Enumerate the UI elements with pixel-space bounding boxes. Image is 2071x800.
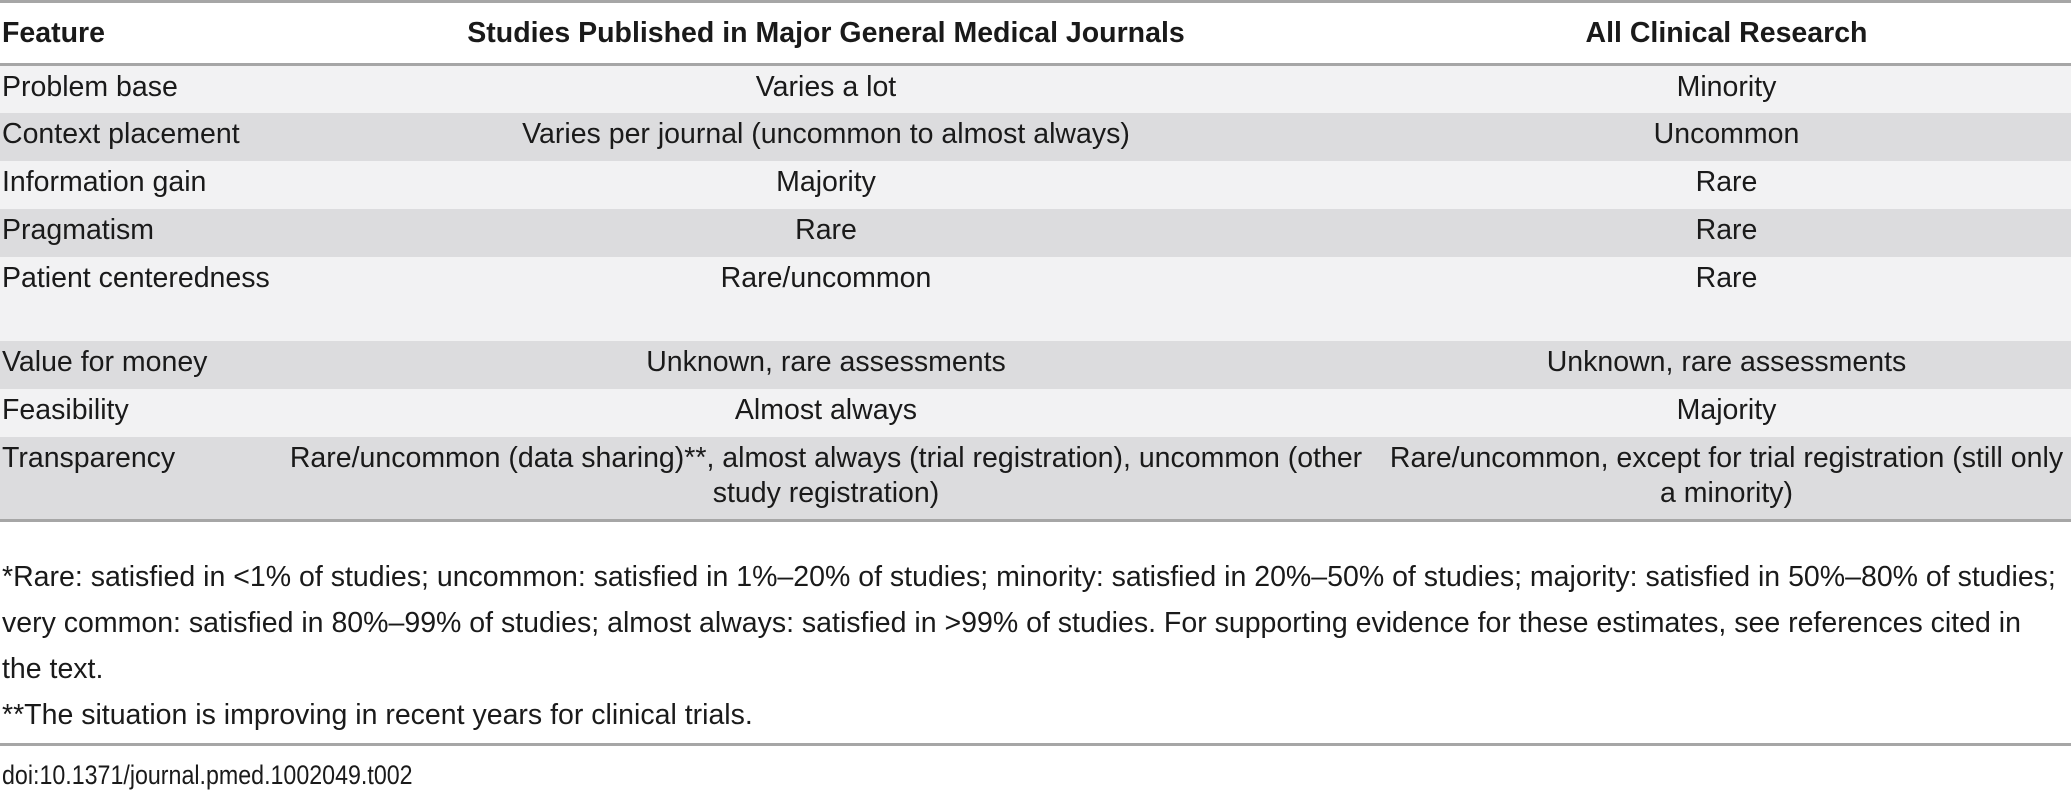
cell-all-clinical-research: Rare [1382,160,2071,209]
cell-major-journals: Rare/uncommon [270,256,1382,341]
cell-feature: Pragmatism [0,208,270,257]
cell-feature: Feasibility [0,388,270,437]
header-all-clinical-research: All Clinical Research [1382,0,2071,66]
cell-all-clinical-research: Rare/uncommon, except for trial registra… [1382,436,2071,522]
cell-feature: Value for money [0,340,270,389]
table-row: Patient centeredness Rare/uncommon Rare [0,256,2071,341]
cell-all-clinical-research: Minority [1382,64,2071,113]
cell-feature: Problem base [0,64,270,113]
cell-all-clinical-research: Majority [1382,388,2071,437]
cell-all-clinical-research: Uncommon [1382,112,2071,161]
table-header-row: Feature Studies Published in Major Gener… [0,0,2071,66]
footnote-clinical-trials: **The situation is improving in recent y… [2,699,753,731]
table-row: Value for money Unknown, rare assessment… [0,340,2071,389]
cell-major-journals: Almost always [270,388,1382,437]
table-row: Context placement Varies per journal (un… [0,112,2071,161]
cell-major-journals: Rare [270,208,1382,257]
cell-feature: Patient centeredness [0,256,270,341]
cell-feature: Context placement [0,112,270,161]
table-row: Transparency Rare/uncommon (data sharing… [0,436,2071,522]
header-major-journals: Studies Published in Major General Medic… [270,0,1382,66]
footnote-rating-definitions: *Rare: satisfied in <1% of studies; unco… [2,561,2056,685]
cell-major-journals: Unknown, rare assessments [270,340,1382,389]
cell-major-journals: Rare/uncommon (data sharing)**, almost a… [270,436,1382,522]
cell-all-clinical-research: Rare [1382,208,2071,257]
doi-divider [0,743,2071,746]
cell-major-journals: Varies per journal (uncommon to almost a… [270,112,1382,161]
cell-feature: Information gain [0,160,270,209]
cell-major-journals: Majority [270,160,1382,209]
cell-feature: Transparency [0,436,270,522]
header-feature: Feature [0,0,270,66]
table-row: Pragmatism Rare Rare [0,208,2071,257]
table-row: Feasibility Almost always Majority [0,388,2071,437]
doi-link[interactable]: doi:10.1371/journal.pmed.1002049.t002 [2,760,413,790]
cell-all-clinical-research: Unknown, rare assessments [1382,340,2071,389]
feature-table: Feature Studies Published in Major Gener… [0,0,2071,522]
cell-all-clinical-research: Rare [1382,256,2071,341]
feature-table-container: Feature Studies Published in Major Gener… [0,0,2071,522]
cell-major-journals: Varies a lot [270,64,1382,113]
table-row: Problem base Varies a lot Minority [0,64,2071,113]
table-footnotes: *Rare: satisfied in <1% of studies; unco… [2,554,2062,738]
table-row: Information gain Majority Rare [0,160,2071,209]
